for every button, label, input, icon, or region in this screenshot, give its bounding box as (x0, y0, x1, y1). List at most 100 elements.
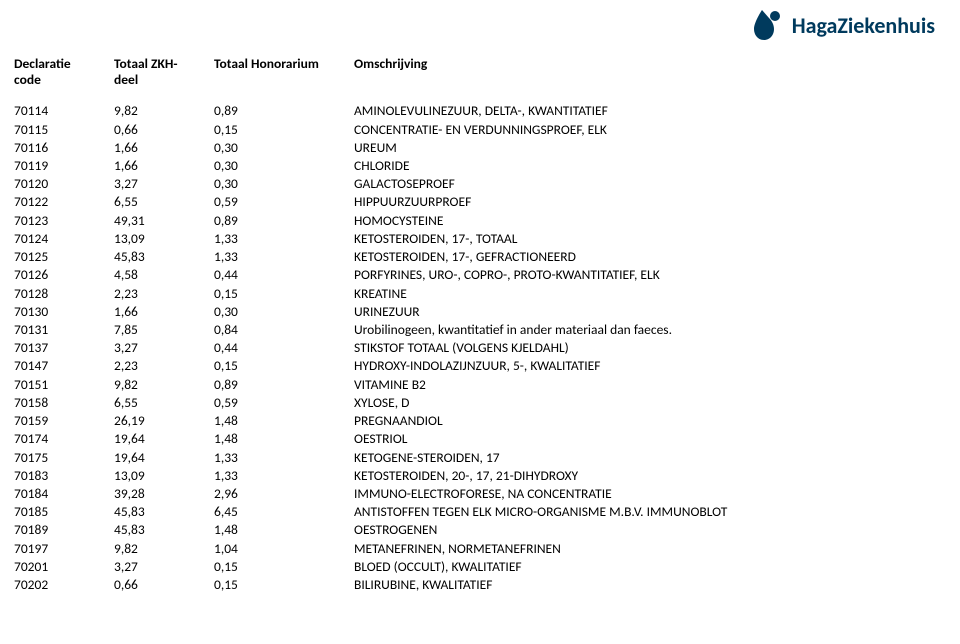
cell-honor: 1,33 (214, 467, 354, 485)
table-row: 701519,820,89VITAMINE B2 (14, 376, 727, 394)
cell-omsch: OESTROGENEN (354, 521, 727, 539)
table-row: 701203,270,30GALACTOSEPROEF (14, 175, 727, 193)
cell-totzkh: 45,83 (114, 503, 214, 521)
cell-code: 70202 (14, 576, 114, 594)
cell-totzkh: 6,55 (114, 193, 214, 211)
cell-totzkh: 26,19 (114, 412, 214, 430)
cell-totzkh: 0,66 (114, 121, 214, 139)
table-row: 701226,550,59HIPPUURZUURPROEF (14, 193, 727, 211)
cell-code: 70174 (14, 430, 114, 448)
cell-totzkh: 3,27 (114, 175, 214, 193)
cell-omsch: Urobilinogeen, kwantitatief in ander mat… (354, 321, 727, 339)
cell-totzkh: 1,66 (114, 303, 214, 321)
cell-honor: 0,89 (214, 376, 354, 394)
cell-honor: 0,15 (214, 357, 354, 375)
cell-totzkh: 0,66 (114, 576, 214, 594)
cell-omsch: HYDROXY-INDOLAZIJNZUUR, 5-, KWALITATIEF (354, 357, 727, 375)
cell-code: 70189 (14, 521, 114, 539)
cell-honor: 1,33 (214, 248, 354, 266)
table-row: 701301,660,30URINEZUUR (14, 303, 727, 321)
cell-code: 70115 (14, 121, 114, 139)
cell-code: 70184 (14, 485, 114, 503)
cell-totzkh: 3,27 (114, 339, 214, 357)
cell-omsch: CHLORIDE (354, 157, 727, 175)
cell-omsch: KETOSTEROIDEN, 20-, 17, 21-DIHYDROXY (354, 467, 727, 485)
cell-totzkh: 45,83 (114, 521, 214, 539)
cell-omsch: VITAMINE B2 (354, 376, 727, 394)
cell-honor: 0,15 (214, 121, 354, 139)
cell-honor: 0,30 (214, 303, 354, 321)
table-row: 701373,270,44STIKSTOF TOTAAL (VOLGENS KJ… (14, 339, 727, 357)
cell-honor: 0,84 (214, 321, 354, 339)
table-row: 7018313,091,33KETOSTEROIDEN, 20-, 17, 21… (14, 467, 727, 485)
cell-honor: 1,48 (214, 521, 354, 539)
table-row: 7017519,641,33KETOGENE-STEROIDEN, 17 (14, 449, 727, 467)
header-omsch: Omschrijving (354, 56, 727, 88)
cell-honor: 0,30 (214, 157, 354, 175)
table-row: 702013,270,15BLOED (OCCULT), KWALITATIEF (14, 558, 727, 576)
header-totzkh: Totaal ZKH- deel (114, 56, 214, 88)
cell-omsch: XYLOSE, D (354, 394, 727, 412)
cell-code: 70125 (14, 248, 114, 266)
cell-code: 70128 (14, 285, 114, 303)
cell-omsch: IMMUNO-ELECTROFORESE, NA CONCENTRATIE (354, 485, 727, 503)
cell-totzkh: 13,09 (114, 467, 214, 485)
cell-honor: 1,33 (214, 230, 354, 248)
cell-omsch: HOMOCYSTEINE (354, 212, 727, 230)
cell-code: 70116 (14, 139, 114, 157)
cell-totzkh: 3,27 (114, 558, 214, 576)
table-row: 7018945,831,48OESTROGENEN (14, 521, 727, 539)
cell-honor: 1,33 (214, 449, 354, 467)
cell-totzkh: 4,58 (114, 266, 214, 284)
cell-totzkh: 1,66 (114, 157, 214, 175)
cell-honor: 0,15 (214, 576, 354, 594)
table-row: 701586,550,59XYLOSE, D (14, 394, 727, 412)
cell-totzkh: 45,83 (114, 248, 214, 266)
cell-code: 70131 (14, 321, 114, 339)
header-totzkh-line1: Totaal ZKH- (114, 56, 214, 72)
cell-code: 70151 (14, 376, 114, 394)
header-totzkh-line2: deel (114, 72, 214, 88)
cell-honor: 1,48 (214, 412, 354, 430)
cell-honor: 6,45 (214, 503, 354, 521)
table-row: 7012545,831,33KETOSTEROIDEN, 17-, GEFRAC… (14, 248, 727, 266)
cell-code: 70197 (14, 540, 114, 558)
table-row: 701150,660,15CONCENTRATIE- EN VERDUNNING… (14, 121, 727, 139)
cell-omsch: BLOED (OCCULT), KWALITATIEF (354, 558, 727, 576)
cell-totzkh: 2,23 (114, 285, 214, 303)
cell-code: 70119 (14, 157, 114, 175)
cell-totzkh: 1,66 (114, 139, 214, 157)
cell-omsch: STIKSTOF TOTAAL (VOLGENS KJELDAHL) (354, 339, 727, 357)
droplet-icon (750, 8, 784, 42)
cell-code: 70159 (14, 412, 114, 430)
cell-omsch: UREUM (354, 139, 727, 157)
cell-code: 70185 (14, 503, 114, 521)
cell-omsch: BILIRUBINE, KWALITATIEF (354, 576, 727, 594)
table-row: 701191,660,30CHLORIDE (14, 157, 727, 175)
table-row: 7018545,836,45ANTISTOFFEN TEGEN ELK MICR… (14, 503, 727, 521)
header-honor-line1: Totaal Honorarium (214, 56, 354, 72)
cell-code: 70123 (14, 212, 114, 230)
cell-omsch: OESTRIOL (354, 430, 727, 448)
table-row: 701264,580,44PORFYRINES, URO-, COPRO-, P… (14, 266, 727, 284)
cell-honor: 0,59 (214, 394, 354, 412)
header-code-line1: Declaratie (14, 56, 114, 72)
cell-honor: 2,96 (214, 485, 354, 503)
header-code-line2: code (14, 72, 114, 88)
brand-logo: HagaZiekenhuis (750, 8, 935, 42)
cell-code: 70183 (14, 467, 114, 485)
cell-totzkh: 9,82 (114, 540, 214, 558)
cell-honor: 1,04 (214, 540, 354, 558)
cell-honor: 0,89 (214, 102, 354, 120)
cell-totzkh: 19,64 (114, 430, 214, 448)
cell-code: 70147 (14, 357, 114, 375)
cell-omsch: KETOSTEROIDEN, 17-, GEFRACTIONEERD (354, 248, 727, 266)
cell-code: 70158 (14, 394, 114, 412)
cell-totzkh: 2,23 (114, 357, 214, 375)
cell-totzkh: 7,85 (114, 321, 214, 339)
cell-code: 70201 (14, 558, 114, 576)
cell-code: 70114 (14, 102, 114, 120)
cell-totzkh: 9,82 (114, 376, 214, 394)
table-row: 701161,660,30UREUM (14, 139, 727, 157)
cell-honor: 1,48 (214, 430, 354, 448)
